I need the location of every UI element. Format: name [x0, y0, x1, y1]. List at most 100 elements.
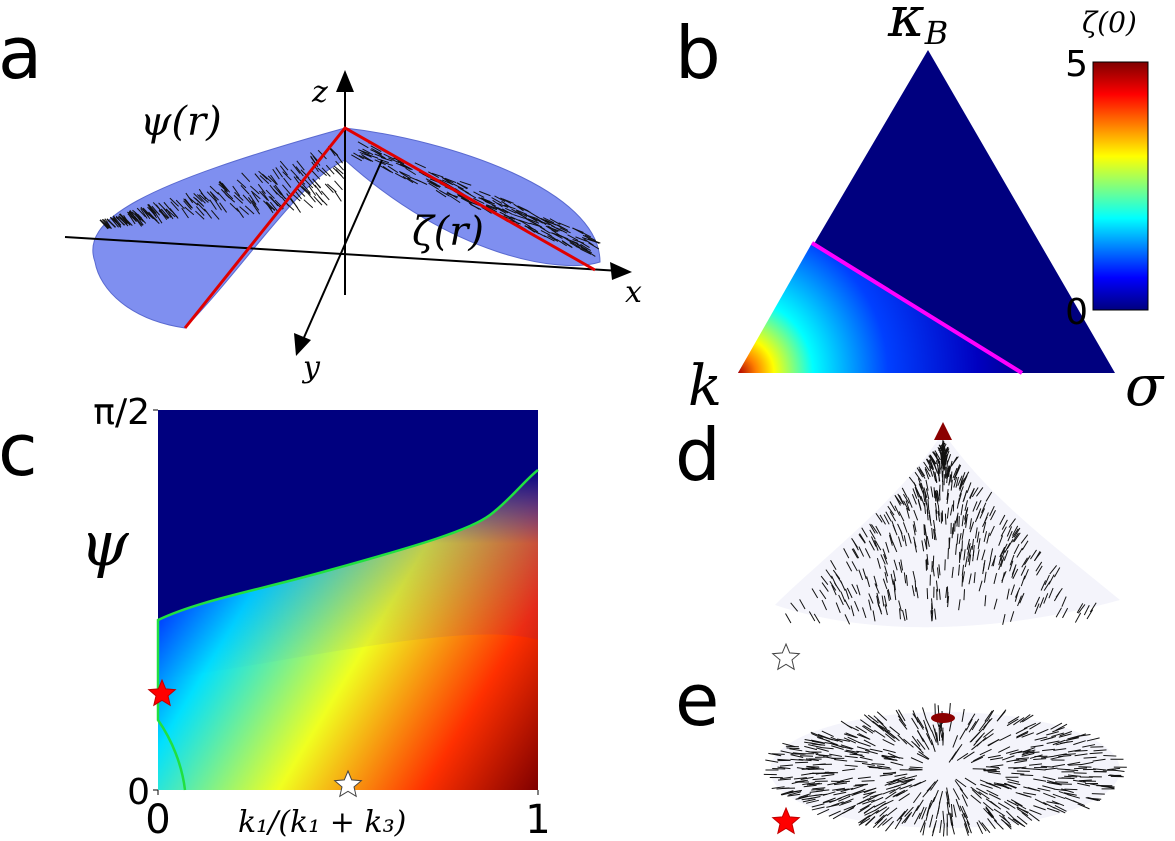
- director: [479, 190, 491, 197]
- director: [896, 789, 908, 797]
- director: [924, 466, 931, 478]
- director: [989, 548, 994, 560]
- director: [948, 474, 952, 486]
- director: [885, 820, 895, 832]
- director: [858, 569, 864, 581]
- director: [983, 571, 987, 583]
- director: [805, 758, 819, 762]
- director: [898, 511, 905, 522]
- director: [1052, 726, 1065, 733]
- director: [858, 817, 871, 826]
- director: [924, 502, 926, 514]
- director: [572, 239, 585, 244]
- director: [236, 179, 247, 189]
- director: [862, 799, 875, 805]
- director: [1034, 736, 1048, 741]
- director: [312, 178, 322, 189]
- director: [940, 452, 943, 464]
- director: [848, 790, 862, 796]
- director: [1055, 587, 1063, 598]
- director: [1021, 714, 1034, 723]
- director: [209, 185, 220, 195]
- director: [136, 207, 146, 218]
- director: [1053, 806, 1066, 814]
- director: [1067, 735, 1081, 740]
- director: [824, 741, 838, 745]
- director: [925, 807, 930, 821]
- director: [148, 203, 157, 214]
- director: [894, 773, 908, 777]
- director: [296, 187, 306, 197]
- director: [856, 798, 869, 805]
- director: [877, 818, 888, 829]
- director: [1073, 740, 1086, 746]
- director: [941, 466, 943, 478]
- director: [513, 203, 524, 212]
- axis-name: z: [311, 75, 328, 110]
- director: [931, 527, 934, 539]
- director: [928, 509, 932, 521]
- director: [861, 780, 875, 782]
- director: [142, 208, 151, 220]
- director: [859, 803, 872, 811]
- director: [771, 786, 785, 790]
- director: [580, 243, 591, 252]
- director: [840, 744, 854, 750]
- director: [850, 785, 864, 791]
- director: [830, 559, 837, 570]
- director: [790, 754, 804, 758]
- director: [561, 240, 573, 248]
- director: [999, 546, 1006, 558]
- axis-name: x: [625, 275, 642, 310]
- director: [1073, 767, 1088, 770]
- panel-c: c ψ k₁/(k₁ + k₃) 0 1 0 π/2: [0, 392, 551, 841]
- director: [867, 714, 879, 724]
- director: [1053, 567, 1061, 578]
- director: [987, 770, 1001, 773]
- director: [1048, 574, 1055, 585]
- director: [1019, 592, 1025, 604]
- director: [290, 169, 300, 179]
- director: [134, 216, 142, 227]
- director: [875, 512, 883, 523]
- director: [1024, 555, 1031, 565]
- director: [893, 782, 907, 788]
- director: [777, 766, 791, 770]
- surface-label: ψ(r): [140, 99, 222, 145]
- director: [1021, 767, 1035, 770]
- director: [889, 726, 901, 736]
- director: [844, 599, 851, 610]
- director: [969, 518, 972, 530]
- director: [806, 799, 819, 804]
- director: [184, 206, 195, 216]
- director: [1021, 540, 1029, 551]
- director: [920, 495, 926, 507]
- director: [990, 764, 1004, 768]
- director: [325, 164, 335, 175]
- director: [851, 583, 858, 595]
- director: [873, 575, 878, 587]
- director: [301, 183, 311, 194]
- director: [917, 730, 925, 743]
- director: [279, 165, 288, 176]
- director: [251, 200, 260, 211]
- director: [976, 508, 982, 519]
- director: [1012, 525, 1019, 536]
- director: [901, 487, 908, 498]
- director: [324, 183, 334, 193]
- director: [918, 466, 926, 477]
- axis-ticks: 0 1 0 π/2: [93, 392, 550, 841]
- director: [983, 531, 988, 543]
- director: [923, 461, 931, 472]
- director: [313, 195, 323, 206]
- surface-label: ζ(r): [412, 209, 484, 255]
- director: [984, 595, 987, 607]
- director: [966, 538, 971, 550]
- director: [1023, 568, 1029, 580]
- director: [515, 209, 528, 215]
- director: [836, 788, 850, 792]
- director: [1111, 769, 1125, 772]
- director: [777, 778, 792, 781]
- director: [1053, 753, 1067, 757]
- director: [1010, 799, 1023, 807]
